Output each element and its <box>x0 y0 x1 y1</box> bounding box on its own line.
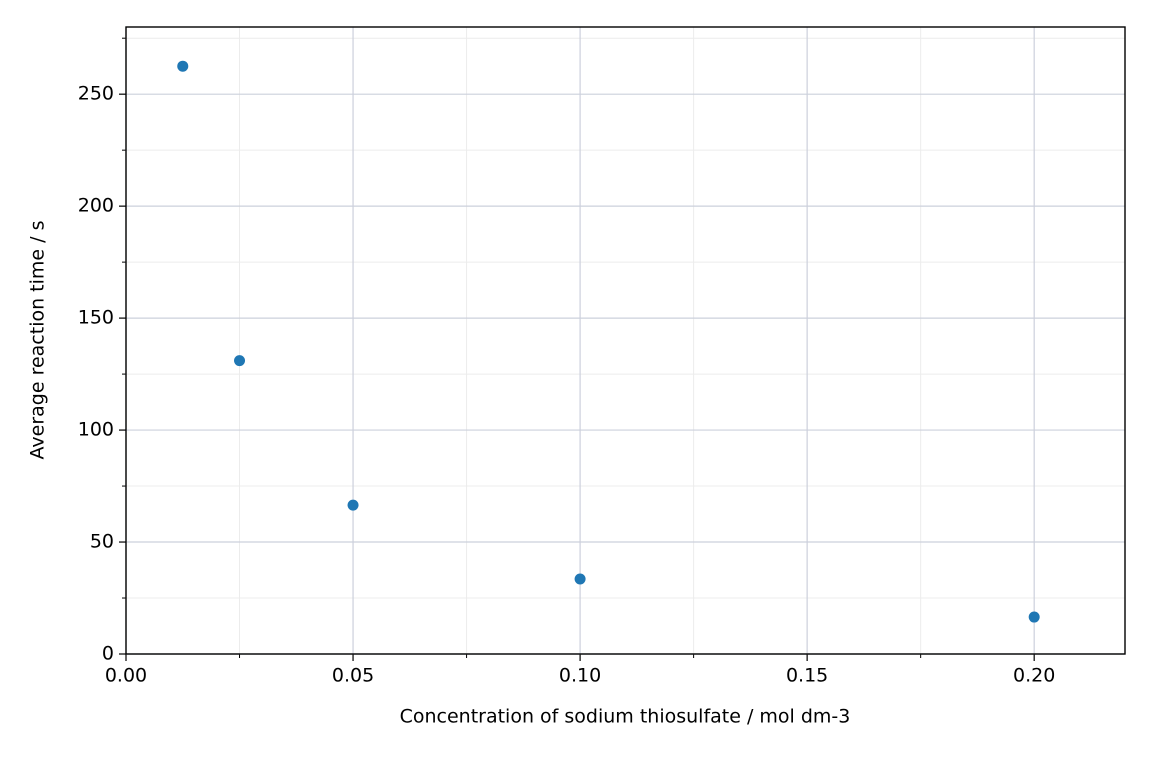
x-tick-label: 0.10 <box>559 665 601 687</box>
point <box>177 60 189 72</box>
y-tick-label: 250 <box>78 83 114 105</box>
x-tick-label: 0.20 <box>1013 665 1055 687</box>
point <box>234 355 246 367</box>
x-tick-label: 0.05 <box>332 665 374 687</box>
point <box>1028 611 1040 623</box>
point <box>347 499 359 511</box>
y-axis-label: Average reaction time / s <box>27 221 49 460</box>
point <box>574 573 586 585</box>
y-tick-label: 100 <box>78 419 114 441</box>
x-tick-label: 0.15 <box>786 665 828 687</box>
plot-frame <box>125 26 1126 655</box>
y-tick-label: 150 <box>78 307 114 329</box>
y-tick-label: 200 <box>78 195 114 217</box>
y-tick-label: 50 <box>90 531 114 553</box>
x-axis-label: Concentration of sodium thiosulfate / mo… <box>400 706 851 728</box>
x-tick-label: 0.00 <box>105 665 147 687</box>
y-tick-label: 0 <box>102 643 114 665</box>
